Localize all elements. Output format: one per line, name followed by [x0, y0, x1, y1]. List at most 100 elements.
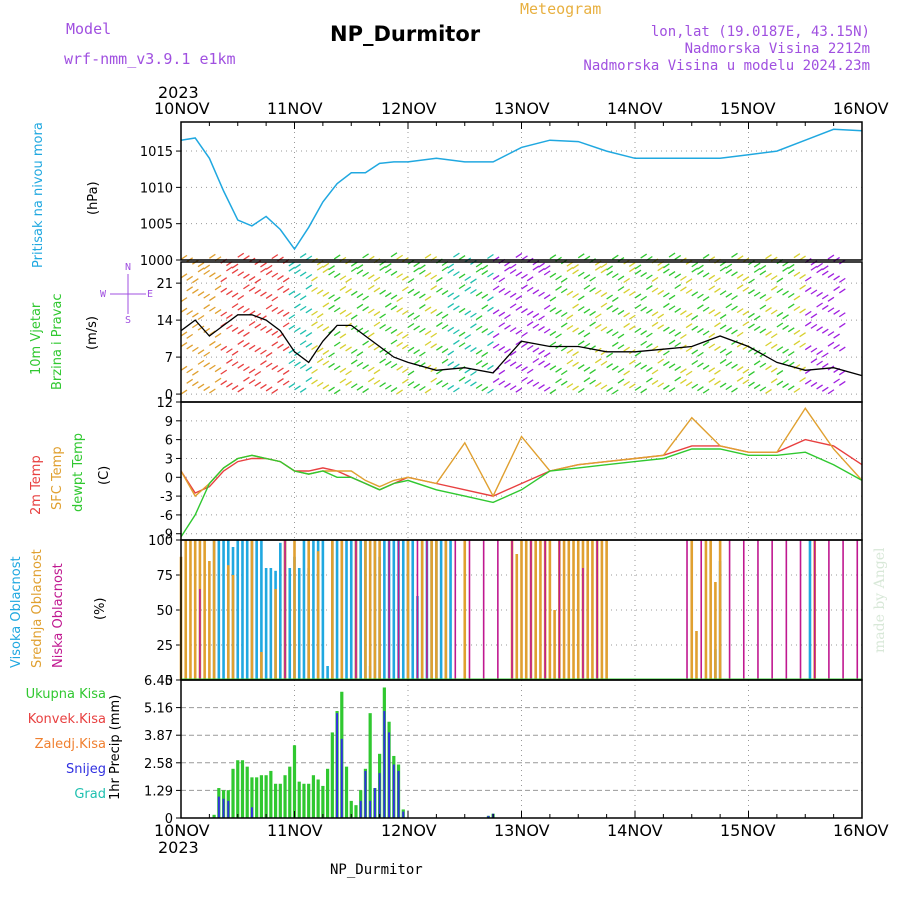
wind-barb: [441, 290, 449, 296]
y-tick-label: 14: [156, 314, 173, 329]
cloud-bar-mid: [189, 540, 192, 680]
wind-barb: [725, 303, 733, 309]
wind-barb: [356, 361, 364, 367]
wind-barb: [407, 381, 415, 387]
wind-barb: [725, 263, 733, 269]
wind-barb: [464, 334, 472, 340]
cloud-bar-mid: [293, 540, 296, 680]
wind-barb: [538, 349, 545, 355]
wind-barb: [623, 346, 631, 352]
wind-barb: [748, 278, 755, 284]
cloud-bar-mid: [718, 540, 722, 680]
wind-barb: [294, 263, 301, 269]
wind-barb: [339, 309, 347, 315]
wind-barb: [396, 331, 404, 337]
wind-barb: [583, 274, 591, 280]
wind-barb: [572, 269, 579, 275]
wind-barb: [816, 291, 823, 297]
wind-barb: [804, 379, 812, 385]
wind-barb: [248, 379, 256, 385]
wind-barb: [197, 314, 205, 321]
wind-barb: [776, 369, 784, 376]
cloud-bar-low: [828, 540, 830, 680]
wind-barb: [827, 307, 835, 313]
wind-barb: [277, 309, 284, 315]
wind-barb: [657, 382, 665, 388]
wind-barb: [305, 366, 313, 372]
cloud-bar-mid: [463, 540, 467, 680]
wind-barb: [697, 386, 704, 392]
precip-bar-rain_total: [283, 775, 287, 818]
wind-barb: [243, 307, 250, 314]
wind-barb: [345, 346, 352, 352]
wind-barb: [203, 293, 211, 299]
cloud-bar-low: [284, 540, 286, 680]
year-bottom: 2023: [158, 838, 199, 857]
wind-barb: [481, 270, 489, 276]
wind-barb: [299, 271, 307, 277]
wind-barb: [555, 333, 562, 339]
wind-barb: [623, 312, 631, 318]
wind-barb: [243, 273, 250, 279]
wind-barb: [226, 382, 233, 388]
y-tick-label: 0: [165, 471, 173, 486]
wind-barb: [197, 359, 205, 365]
wind-barb: [509, 361, 517, 367]
cloud-bar-high: [245, 540, 249, 680]
wind-barb: [464, 275, 472, 282]
wind-barb: [555, 275, 562, 281]
wind-barb: [362, 340, 369, 346]
wind-barb: [589, 321, 596, 327]
wind-barb: [197, 383, 205, 389]
cloud-bar-mid: [534, 540, 537, 680]
cloud-bar-low: [785, 540, 788, 680]
wind-barb: [191, 278, 199, 284]
cloud-bar-low: [497, 540, 499, 680]
wind-barb: [566, 314, 574, 320]
wind-barb: [697, 293, 704, 299]
wind-barb: [436, 369, 443, 375]
panel-frames: [180, 121, 863, 819]
precip-bar-rain_total: [349, 800, 353, 818]
wind-barb: [560, 322, 568, 328]
precip-bar-snow: [369, 800, 372, 818]
wind-barb: [305, 376, 313, 383]
wind-barb: [401, 275, 409, 281]
time-label-bottom-6: 16NOV: [833, 821, 889, 840]
precip-legend-total: Ukupna Kisa: [25, 687, 106, 702]
wind-barb: [390, 328, 398, 334]
wind-barb: [186, 333, 194, 339]
wind-panel: 0 7 14 21: [156, 252, 863, 403]
wind-barb: [663, 361, 670, 367]
wind-barb: [356, 303, 364, 309]
model-label: Model: [66, 20, 112, 38]
wind-barb: [379, 324, 386, 330]
wind-barb: [787, 303, 795, 309]
wind-barb: [532, 357, 540, 364]
wind-barb: [265, 264, 273, 270]
precip-bar-rain_total: [297, 781, 301, 818]
wind-barb: [475, 262, 483, 268]
wind-barb: [793, 271, 801, 277]
wind-barb: [793, 387, 801, 393]
cloud-bar-low: [799, 540, 802, 680]
wind-barb: [572, 385, 579, 391]
wind-barb: [708, 343, 716, 349]
wind-barb: [827, 389, 835, 395]
wind-barb: [668, 294, 676, 300]
cloud-bar-mid: [364, 540, 367, 680]
wind-barb: [617, 333, 625, 339]
cloud-bar-high: [312, 540, 315, 680]
wind-barb: [214, 309, 222, 315]
wind-barb: [299, 305, 307, 311]
wind-barb: [441, 358, 449, 364]
wind-barb: [691, 315, 699, 321]
wind-barb: [600, 360, 608, 366]
wind-barb: [333, 330, 341, 337]
wind-barb: [492, 377, 500, 383]
wind-barb: [470, 312, 477, 318]
wind-barb: [617, 367, 625, 374]
wind-barb: [702, 330, 710, 336]
wind-barb: [782, 290, 789, 296]
wind-barb: [759, 328, 767, 334]
